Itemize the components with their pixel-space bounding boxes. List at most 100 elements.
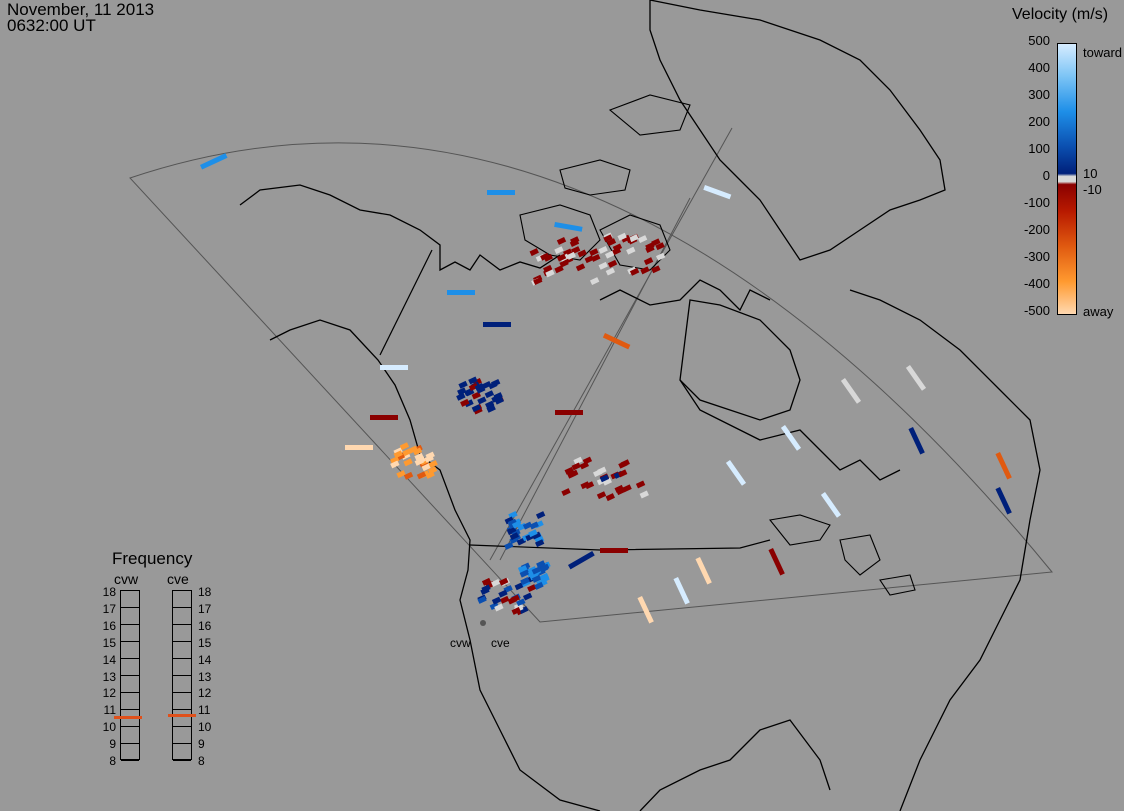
- velocity-colorbar: [1057, 43, 1077, 315]
- legend-title: Velocity (m/s): [1012, 6, 1109, 23]
- radar-cell: [840, 378, 862, 404]
- radar-cell: [596, 491, 607, 500]
- radar-cell: [421, 463, 431, 472]
- colorbar-tick-label: -100: [1023, 195, 1050, 210]
- freq-cell: [121, 693, 139, 710]
- radar-cell: [390, 456, 400, 465]
- radar-cell: [651, 265, 661, 274]
- freq-scale-label: 8: [109, 754, 116, 768]
- radar-cell: [584, 255, 594, 264]
- radar-cell: [768, 548, 785, 576]
- radar-cell: [516, 598, 526, 607]
- radar-cell: [603, 234, 613, 243]
- colorbar-tick-label: 500: [1028, 33, 1050, 48]
- colorbar-tick-label: 200: [1028, 114, 1050, 129]
- radar-cell: [494, 603, 504, 612]
- freq-cell: [173, 625, 191, 642]
- freq-scale-label: 16: [198, 618, 212, 633]
- freq-scale-label: 14: [198, 652, 212, 667]
- radar-cell: [481, 584, 491, 593]
- radar-cell: [491, 578, 501, 587]
- hudson-bay-outline: [679, 299, 801, 421]
- radar-cell: [403, 471, 414, 480]
- radar-label-cve: cve: [491, 636, 510, 650]
- radar-cell: [457, 387, 467, 396]
- radar-cell: [471, 404, 482, 413]
- radar-cell: [540, 252, 550, 261]
- radar-cell: [345, 445, 373, 450]
- radar-cell: [447, 290, 475, 295]
- radar-cell: [908, 426, 925, 455]
- radar-cell: [554, 265, 564, 274]
- freq-cell: [121, 625, 139, 642]
- radar-cell: [639, 490, 649, 499]
- freq-cell: [173, 693, 191, 710]
- colorbar-tick-label: -300: [1023, 249, 1050, 264]
- radar-cell: [545, 269, 555, 278]
- radar-cell: [554, 246, 564, 255]
- radar-cell: [482, 381, 492, 389]
- freq-cell: [173, 744, 191, 761]
- radar-cell: [504, 516, 514, 525]
- radar-cell: [566, 251, 576, 260]
- radar-cell: [597, 466, 607, 475]
- fov-outline: [129, 142, 1053, 623]
- radar-cell: [637, 596, 654, 624]
- radar-cell: [569, 469, 579, 478]
- radar-cell: [607, 259, 618, 268]
- freq-scale-label: 18: [102, 585, 116, 599]
- freq-scale-label: 13: [102, 669, 116, 684]
- radar-cell: [643, 257, 654, 266]
- freq-cell: [173, 659, 191, 676]
- freq-cell: [121, 591, 139, 608]
- radar-cell: [509, 532, 519, 541]
- frequency-title: Frequency: [112, 549, 193, 568]
- freq-scale-label: 17: [198, 601, 212, 616]
- radar-cell: [617, 469, 628, 478]
- neg-inner-label: -10: [1083, 182, 1102, 197]
- radar-cell: [575, 263, 586, 272]
- radar-cell: [673, 577, 690, 605]
- radar-cell: [514, 582, 524, 591]
- colorbar-tick-label: 300: [1028, 87, 1050, 102]
- freq-scale-label: 18: [198, 585, 212, 599]
- colorbar-tick-label: 400: [1028, 60, 1050, 75]
- freq-marker-cvw: [114, 715, 142, 719]
- radar-cell: [780, 425, 802, 451]
- radar-cell: [616, 487, 626, 496]
- time-label: 0632:00 UT: [7, 16, 96, 35]
- away-label: away: [1083, 304, 1114, 319]
- radar-cell: [605, 493, 615, 502]
- radar-cell: [393, 450, 403, 459]
- colorbar-tick-label: -400: [1023, 276, 1050, 291]
- radar-cell: [561, 488, 571, 496]
- radar-cell: [477, 396, 487, 405]
- radar-cell: [491, 378, 501, 387]
- colorbar-tick-label: 100: [1028, 141, 1050, 156]
- radar-cell: [474, 382, 485, 391]
- radar-cell: [428, 460, 438, 469]
- radar-cell: [555, 410, 583, 415]
- freq-cell: [173, 727, 191, 744]
- radar-cell: [905, 364, 927, 391]
- radar-cell: [533, 277, 543, 285]
- radar-cell: [494, 396, 504, 405]
- toward-label: toward: [1083, 45, 1123, 60]
- freq-scale-label: 8: [198, 754, 205, 768]
- radar-cell: [620, 459, 630, 468]
- freq-scale-label: 9: [198, 737, 205, 752]
- radar-cell: [564, 466, 574, 475]
- radar-cell: [995, 451, 1012, 480]
- radar-cell: [580, 481, 590, 490]
- radar-cell: [507, 596, 518, 605]
- radar-cell: [483, 322, 511, 327]
- radar-cell: [621, 234, 631, 243]
- pos-inner-label: 10: [1083, 166, 1098, 181]
- radar-cell: [534, 581, 544, 590]
- radar-cell: [519, 569, 530, 578]
- radar-cell: [499, 577, 509, 586]
- radar-cell: [511, 520, 522, 529]
- radar-cell: [468, 383, 479, 391]
- radar-cell: [995, 486, 1012, 515]
- radar-cell: [606, 238, 617, 247]
